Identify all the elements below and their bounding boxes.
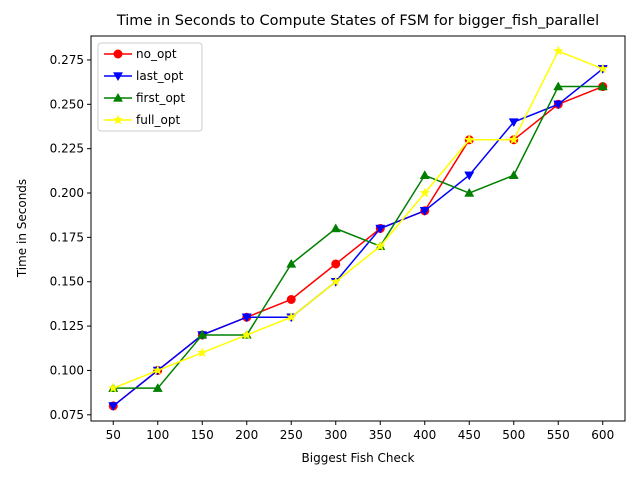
y-axis-title: Time in Seconds [15,179,29,278]
y-tick-label: 0.250 [50,97,84,111]
x-axis-title: Biggest Fish Check [302,451,415,465]
x-tick-label: 300 [324,428,347,442]
legend-item-last_opt: last_opt [104,69,184,83]
x-tick-label: 600 [591,428,614,442]
y-tick-label: 0.200 [50,186,84,200]
y-tick-label: 0.075 [50,408,84,422]
data-point-full_opt [285,311,297,322]
x-tick-label: 500 [502,428,525,442]
data-point-last_opt [108,402,119,412]
plot-area [107,45,608,412]
data-point-first_opt [464,187,475,197]
legend-label: last_opt [136,69,184,83]
chart-title: Time in Seconds to Compute States of FSM… [116,13,599,29]
x-tick-label: 550 [547,428,570,442]
data-point-no_opt [331,259,341,269]
x-tick-label: 200 [235,428,258,442]
data-point-first_opt [330,223,341,233]
data-point-last_opt [419,207,430,216]
y-axis: 0.075 0.100 0.125 0.150 0.175 0.200 0.225 0.250… [50,53,91,422]
data-point-first_opt [197,329,208,339]
legend-item-no_opt: no_opt [104,47,177,61]
data-point-full_opt [107,382,119,393]
data-point-last_opt [553,100,564,110]
x-tick-label: 400 [413,428,436,442]
legend-marker [112,72,124,82]
x-axis: 50 100 150 200 250 300 350 400 450 500 550 600 [106,421,614,442]
data-point-first_opt [286,258,297,268]
y-tick-label: 0.150 [50,275,84,289]
data-point-first_opt [553,81,564,91]
data-point-first_opt [597,81,608,91]
data-point-last_opt [508,118,519,128]
y-tick-label: 0.275 [50,53,84,67]
legend-label: first_opt [136,91,185,105]
y-tick-label: 0.125 [50,319,84,333]
data-point-last_opt [375,224,386,234]
data-point-full_opt [508,134,520,145]
legend-marker [112,92,124,102]
x-tick-label: 350 [369,428,392,442]
legend-marker [113,49,123,59]
data-point-last_opt [241,313,252,323]
series-line-first_opt [113,85,603,389]
data-point-no_opt [286,294,296,304]
data-point-first_opt [508,170,519,179]
y-tick-label: 0.225 [50,142,84,156]
x-tick-label: 100 [146,428,169,442]
data-point-first_opt [419,170,430,179]
data-point-first_opt [152,383,163,392]
data-point-full_opt [552,45,564,56]
legend-box [97,42,203,132]
data-point-full_opt [241,329,253,340]
series-full_opt [107,45,608,393]
legend-label: no_opt [136,47,177,61]
data-point-last_opt [464,171,475,181]
legend-item-first_opt: first_opt [104,91,185,105]
legend-marker [112,114,124,125]
data-point-full_opt [152,364,163,375]
data-point-full_opt [597,63,608,74]
axes-frame [90,35,626,422]
x-tick-label: 450 [458,428,481,442]
x-tick-label: 50 [106,428,121,442]
data-point-full_opt [330,276,341,287]
series-line-full_opt [112,50,604,389]
legend-item-full_opt: full_opt [104,113,180,127]
series-line-last_opt [112,68,604,407]
data-point-full_opt [374,240,386,251]
y-tick-label: 0.175 [50,230,84,244]
x-tick-label: 150 [191,428,214,442]
y-tick-label: 0.100 [50,363,84,377]
series-first_opt [108,81,608,392]
x-tick-label: 250 [280,428,303,442]
legend-label: full_opt [136,113,180,127]
data-point-full_opt [197,347,208,358]
data-point-full_opt [419,187,431,198]
legend: no_opt last_opt first_opt full_opt [97,42,203,132]
data-point-full_opt [463,134,475,145]
